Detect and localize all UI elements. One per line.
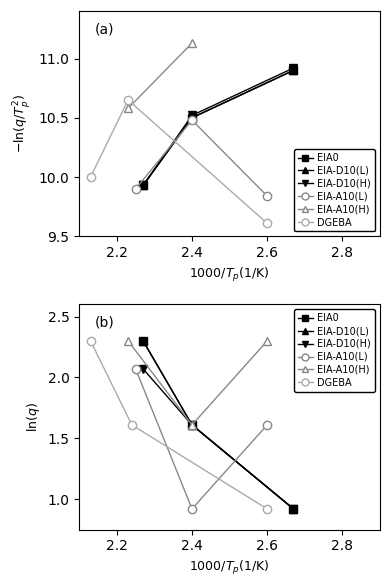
Line: EIA-D10(H): EIA-D10(H) <box>139 64 298 189</box>
DGEBA <box>126 96 131 103</box>
EIA0 <box>291 67 296 74</box>
Y-axis label: $\ln(q)$: $\ln(q)$ <box>25 402 42 432</box>
EIA-A10(H) <box>126 338 131 345</box>
Line: EIA0: EIA0 <box>139 337 298 513</box>
DGEBA <box>265 220 269 227</box>
Line: EIA-A10(H): EIA-A10(H) <box>124 39 196 112</box>
Text: (b): (b) <box>94 316 114 330</box>
EIA-D10(H) <box>190 112 194 119</box>
EIA-D10(L) <box>291 506 296 513</box>
Line: EIA-A10(L): EIA-A10(L) <box>131 365 271 513</box>
Line: EIA-A10(H): EIA-A10(H) <box>124 337 271 429</box>
EIA-D10(H) <box>291 506 296 513</box>
EIA-D10(L) <box>291 67 296 74</box>
Line: DGEBA: DGEBA <box>86 96 271 228</box>
EIA-D10(H) <box>190 422 194 429</box>
EIA-A10(H) <box>126 105 131 112</box>
EIA0 <box>190 114 194 121</box>
X-axis label: $1000/T_p$(1/K): $1000/T_p$(1/K) <box>189 559 270 577</box>
EIA-A10(L) <box>133 185 138 192</box>
X-axis label: $1000/T_p$(1/K): $1000/T_p$(1/K) <box>189 266 270 283</box>
DGEBA <box>265 506 269 513</box>
EIA0 <box>141 182 145 189</box>
Line: EIA0: EIA0 <box>139 66 298 189</box>
Line: EIA-D10(H): EIA-D10(H) <box>139 365 298 513</box>
DGEBA <box>88 173 93 181</box>
EIA-A10(L) <box>265 192 269 199</box>
EIA0 <box>190 422 194 429</box>
EIA-D10(L) <box>190 114 194 121</box>
EIA-A10(H) <box>190 39 194 46</box>
EIA-D10(H) <box>141 182 145 189</box>
Text: (a): (a) <box>94 22 114 36</box>
EIA-A10(H) <box>265 338 269 345</box>
EIA-A10(L) <box>190 116 194 123</box>
EIA-D10(L) <box>190 422 194 429</box>
Line: DGEBA: DGEBA <box>86 337 271 513</box>
Legend: EIA0, EIA-D10(L), EIA-D10(H), EIA-A10(L), EIA-A10(H), DGEBA: EIA0, EIA-D10(L), EIA-D10(H), EIA-A10(L)… <box>294 149 375 232</box>
EIA-D10(H) <box>291 65 296 72</box>
DGEBA <box>88 338 93 345</box>
DGEBA <box>129 422 134 429</box>
EIA-D10(H) <box>141 365 145 372</box>
Line: EIA-D10(L): EIA-D10(L) <box>139 66 298 189</box>
EIA0 <box>291 506 296 513</box>
EIA-A10(H) <box>190 422 194 429</box>
Y-axis label: $-\ln(q/T_p^2)$: $-\ln(q/T_p^2)$ <box>11 94 33 153</box>
Line: EIA-A10(L): EIA-A10(L) <box>131 116 271 200</box>
EIA-A10(L) <box>133 365 138 372</box>
Legend: EIA0, EIA-D10(L), EIA-D10(H), EIA-A10(L), EIA-A10(H), DGEBA: EIA0, EIA-D10(L), EIA-D10(H), EIA-A10(L)… <box>294 309 375 392</box>
EIA-A10(L) <box>265 422 269 429</box>
EIA0 <box>141 338 145 345</box>
EIA-D10(L) <box>141 338 145 345</box>
Line: EIA-D10(L): EIA-D10(L) <box>139 337 298 513</box>
EIA-D10(L) <box>141 182 145 189</box>
EIA-A10(L) <box>190 506 194 513</box>
